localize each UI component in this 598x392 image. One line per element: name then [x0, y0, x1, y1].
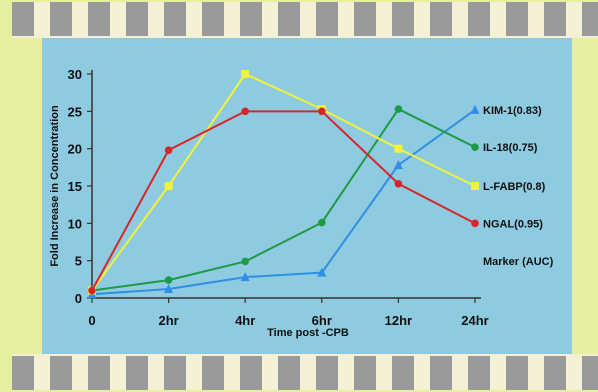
stripe-bar	[582, 356, 598, 390]
stripe-bar	[354, 2, 376, 36]
stripe-bar	[202, 2, 224, 36]
stripe-bar	[392, 356, 414, 390]
data-point	[470, 104, 480, 114]
y-tick-label: 10	[68, 216, 82, 231]
y-tick-label: 0	[75, 291, 82, 306]
stripe-bar	[12, 356, 34, 390]
legend-entry: L-FABP(0.8)	[483, 181, 546, 193]
data-point	[164, 284, 174, 294]
stripe-bar	[164, 2, 186, 36]
data-point	[394, 144, 403, 153]
data-point	[318, 107, 326, 116]
x-axis-label: Time post -CPB	[267, 327, 349, 339]
series-line	[91, 72, 476, 292]
data-point	[240, 272, 250, 282]
data-point	[241, 70, 250, 78]
stripe-bar	[202, 356, 224, 390]
series-line	[91, 109, 476, 296]
y-tick-label: 25	[68, 104, 82, 119]
y-tick-label: 15	[68, 179, 82, 194]
stripe-bar	[506, 2, 528, 36]
data-point	[164, 146, 173, 154]
stripe-bar	[88, 2, 110, 36]
stripe-bar	[316, 2, 338, 36]
data-point	[393, 160, 403, 170]
stripe-bar	[430, 356, 452, 390]
plot-panel	[42, 38, 572, 354]
series-line	[91, 107, 476, 292]
axes	[91, 70, 481, 299]
legend-entry: KIM-1(0.83)	[483, 105, 542, 117]
data-point	[394, 105, 403, 113]
data-point	[88, 286, 96, 295]
data-point	[471, 182, 479, 190]
y-axis-label: Fold Increase in Concentration	[49, 105, 61, 267]
stripe-bar	[278, 2, 300, 36]
data-point	[471, 143, 479, 151]
stripe-bar	[544, 2, 566, 36]
legend-entry: IL-18(0.75)	[483, 142, 538, 154]
x-tick-label: 12hr	[385, 313, 412, 328]
data-point	[318, 218, 326, 227]
stripe-bar	[544, 356, 566, 390]
series-0	[87, 104, 480, 299]
series-group	[87, 70, 480, 299]
top-stripe-border	[12, 2, 598, 38]
x-tick-label: 6hr	[312, 313, 332, 328]
y-tick-labels: 0 5 10 15 20 25 30	[68, 67, 92, 306]
stripe-bar	[582, 2, 598, 36]
data-point	[317, 267, 327, 277]
stripe-bar	[468, 356, 490, 390]
stripe-bar	[164, 356, 186, 390]
stripe-bar	[468, 2, 490, 36]
series-2	[88, 70, 479, 295]
stripe-bar	[240, 356, 262, 390]
stripe-bar	[316, 356, 338, 390]
stripe-bar	[392, 2, 414, 36]
stripe-bar	[126, 356, 148, 390]
stripe-bar	[354, 356, 376, 390]
y-tick-label: 20	[68, 142, 82, 157]
y-tick-label: 30	[68, 67, 82, 82]
stripe-bar	[506, 356, 528, 390]
stripe-bar	[50, 2, 72, 36]
x-tick-label: 4hr	[235, 313, 255, 328]
stripe-bar	[430, 2, 452, 36]
legend: KIM-1(0.83) IL-18(0.75) L-FABP(0.8) NGAL(0.…	[483, 105, 546, 230]
stripe-bar	[12, 2, 34, 36]
data-point	[164, 276, 173, 284]
data-point	[394, 179, 403, 188]
x-tick-label: 24hr	[461, 313, 488, 328]
x-tick-label: 2hr	[158, 313, 178, 328]
data-point	[164, 182, 173, 190]
x-tick-labels: 0 2hr 4hr 6hr 12hr 24hr	[88, 298, 489, 328]
stripe-bar	[240, 2, 262, 36]
x-tick-label: 0	[88, 313, 95, 328]
data-point	[471, 219, 479, 228]
stripe-bar	[88, 356, 110, 390]
series-3	[88, 107, 479, 295]
y-tick-label: 5	[75, 254, 82, 269]
stripe-bar	[126, 2, 148, 36]
stripe-bar	[278, 356, 300, 390]
legend-entry: NGAL(0.95)	[483, 218, 543, 230]
series-1	[88, 105, 479, 295]
data-point	[241, 107, 249, 116]
legend-title: Marker (AUC)	[483, 256, 554, 268]
data-point	[241, 257, 249, 266]
series-line	[91, 110, 476, 292]
stripe-bar	[50, 356, 72, 390]
bottom-stripe-border	[12, 354, 598, 390]
